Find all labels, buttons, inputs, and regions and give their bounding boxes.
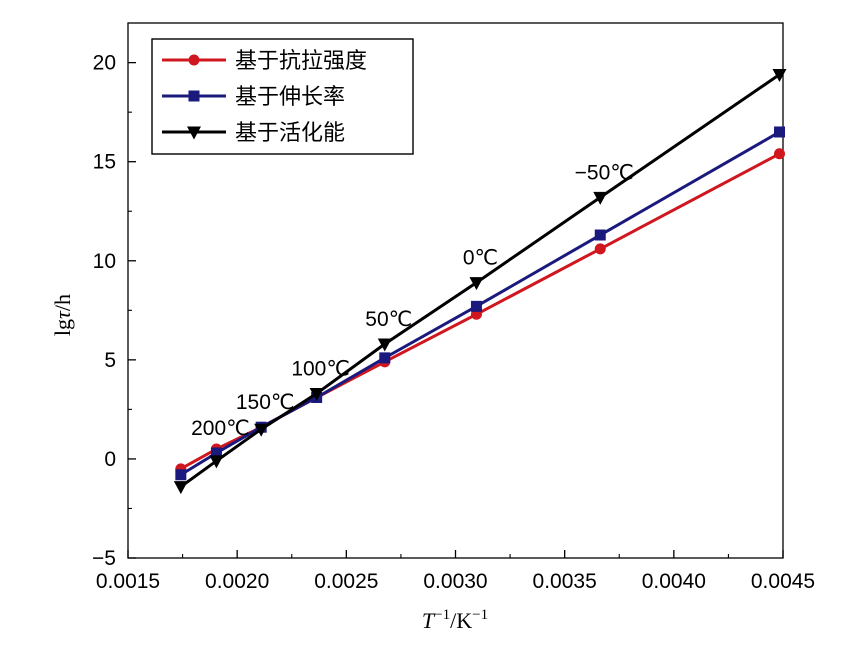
ticks-group: 0.0015 0.0020 0.0025 0.0030 0.0035 0.0040 0.00… (92, 52, 815, 593)
x-axis-label-sup1: −1 (434, 607, 450, 623)
x-tick-label: 0.0030 (423, 570, 487, 593)
x-tick-label: 0.0040 (642, 570, 706, 593)
series-line (179, 73, 781, 488)
data-point (175, 469, 187, 481)
data-point (594, 229, 606, 241)
data-point (469, 277, 484, 291)
series-group (173, 69, 787, 495)
legend-label: 基于活化能 (235, 121, 345, 146)
legend-marker (188, 90, 200, 102)
data-point (209, 455, 224, 469)
temperature-annotation: 150℃ (236, 391, 295, 414)
annotation-group: 200℃ 150℃ 100℃ 50℃ 0℃ −50℃ (191, 161, 634, 440)
x-axis-label-unit: /K (450, 608, 472, 633)
x-tick-label: 0.0020 (205, 570, 269, 593)
data-point (470, 300, 482, 312)
y-tick-label: 5 (104, 349, 116, 372)
data-point (593, 191, 608, 205)
x-axis-label-base: T (422, 608, 436, 633)
data-point (309, 388, 324, 402)
series-3 (173, 69, 787, 495)
y-tick-label: 15 (93, 151, 116, 174)
x-tick-label: 0.0035 (533, 570, 597, 593)
temperature-annotation: −50℃ (575, 161, 634, 184)
data-point (594, 243, 606, 255)
legend-label: 基于抗拉强度 (235, 49, 367, 74)
series-line (180, 130, 781, 477)
y-axis-label-symbol: τ (50, 310, 75, 319)
y-axis-label: lgτ/h (50, 294, 75, 336)
data-point (379, 352, 391, 364)
x-axis-label-sup2: −1 (472, 607, 488, 623)
data-point (254, 423, 269, 437)
legend-item: 基于伸长率 (162, 85, 345, 110)
data-point (774, 126, 786, 138)
temperature-annotation: 50℃ (365, 308, 412, 331)
temperature-annotation: 0℃ (463, 247, 498, 270)
x-tick-label: 0.0045 (751, 570, 815, 593)
legend-marker (187, 126, 201, 140)
temperature-annotation: 100℃ (291, 358, 350, 381)
legend-label: 基于伸长率 (235, 85, 345, 110)
y-axis-label-prefix: lg (50, 319, 75, 336)
data-point (377, 338, 392, 352)
data-point (210, 447, 222, 459)
x-axis-label: T−1/K−1 (422, 607, 488, 633)
legend-item: 基于活化能 (162, 121, 345, 146)
y-tick-label: 10 (93, 250, 116, 273)
data-point (173, 481, 188, 495)
x-tick-label: 0.0025 (314, 570, 378, 593)
y-tick-label: −5 (92, 547, 116, 570)
temperature-annotation: 200℃ (191, 417, 250, 440)
y-tick-label: 20 (93, 52, 116, 75)
data-point (772, 69, 787, 83)
series-line (180, 152, 781, 471)
legend-marker (188, 54, 200, 66)
data-point (774, 148, 786, 160)
y-tick-label: 0 (104, 448, 116, 471)
legend-item: 基于抗拉强度 (162, 49, 367, 74)
x-tick-label: 0.0015 (96, 570, 160, 593)
y-axis-label-suffix: /h (50, 294, 75, 311)
